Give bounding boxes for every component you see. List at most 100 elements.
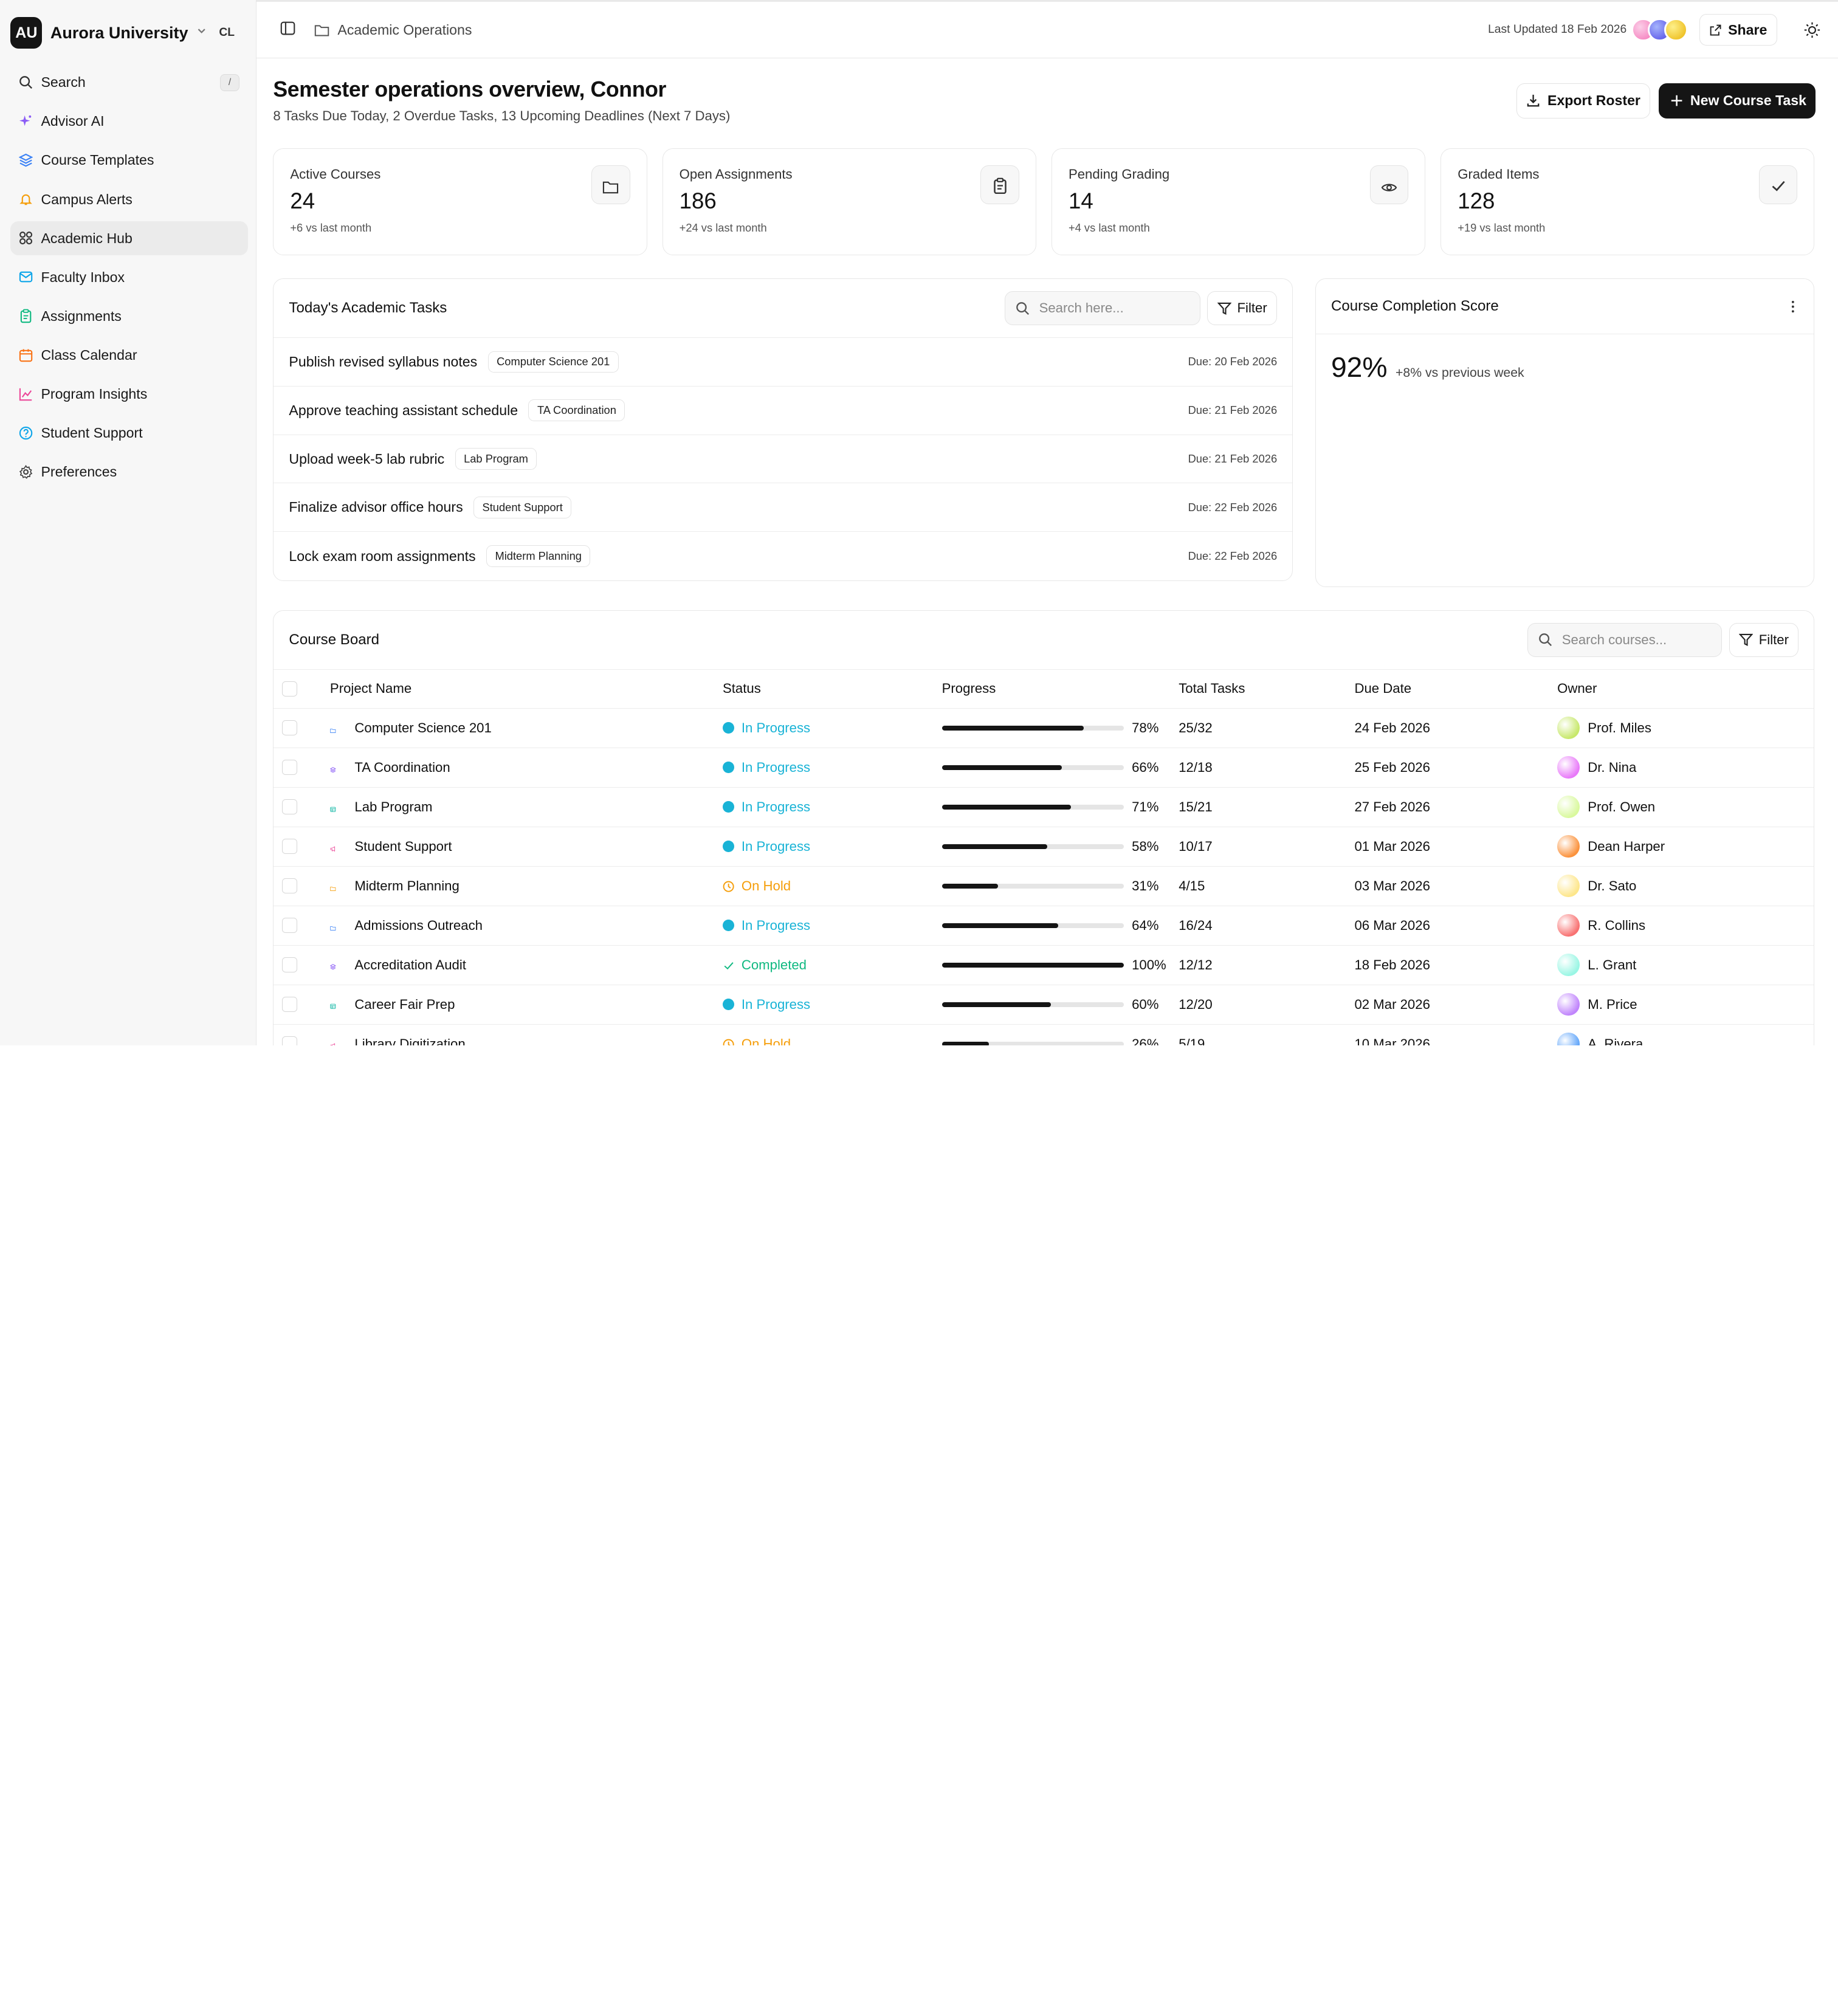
col-status[interactable]: Status [723, 669, 942, 709]
more-options-icon[interactable] [1787, 300, 1798, 314]
org-switcher[interactable]: AU Aurora University CL [10, 16, 248, 49]
collaborator-avatars[interactable] [1631, 18, 1688, 42]
task-list: Publish revised syllabus notes Computer S… [274, 338, 1293, 580]
row-checkbox[interactable] [281, 997, 297, 1013]
project-name[interactable]: Admissions Outreach [330, 918, 723, 934]
row-checkbox[interactable] [281, 918, 297, 934]
sidebar-item-class-calendar[interactable]: Class Calendar [10, 338, 248, 372]
project-name[interactable]: Career Fair Prep [330, 997, 723, 1013]
owner[interactable]: Dean Harper [1557, 835, 1814, 858]
sidebar-item-label: Search [41, 74, 86, 91]
project-name[interactable]: Library Digitization [330, 1036, 723, 1046]
col-progress[interactable]: Progress [941, 669, 1179, 709]
header-actions: Export Roster New Course Task [1516, 83, 1816, 119]
progress: 71% [941, 799, 1179, 815]
table-row[interactable]: Accreditation Audit Completed 100% 12/12 18 … [274, 945, 1814, 985]
task-row[interactable]: Upload week-5 lab rubric Lab Program Due: … [274, 435, 1293, 484]
project-name[interactable]: Accreditation Audit [329, 957, 723, 973]
new-course-task-button[interactable]: New Course Task [1658, 83, 1816, 119]
select-all-checkbox[interactable] [281, 681, 297, 697]
sidebar-toggle-icon[interactable] [280, 19, 295, 41]
theme-toggle-sun-icon[interactable] [1803, 21, 1822, 40]
task-tag[interactable]: Midterm Planning [486, 545, 591, 567]
task-tag[interactable]: Student Support [473, 497, 572, 518]
owner[interactable]: A. Rivera [1557, 1033, 1814, 1046]
org-logo: AU [10, 16, 43, 49]
task-row[interactable]: Finalize advisor office hours Student Sup… [274, 483, 1293, 532]
row-checkbox[interactable] [281, 799, 297, 815]
clipboard-icon [980, 165, 1019, 205]
tasks-filter-button[interactable]: Filter [1207, 291, 1278, 326]
sidebar-item-campus-alerts[interactable]: Campus Alerts [10, 182, 248, 216]
table-row[interactable]: TA Coordination In Progress 66% 12/18 25 Feb… [274, 748, 1814, 788]
row-checkbox[interactable] [281, 720, 297, 736]
board-filter-button[interactable]: Filter [1729, 623, 1799, 657]
user-avatar[interactable]: CL [219, 26, 235, 39]
col-total-tasks[interactable]: Total Tasks [1179, 669, 1355, 709]
project-name[interactable]: Lab Program [330, 799, 723, 815]
col-project-name[interactable]: Project Name [329, 669, 723, 709]
status-cell: In Progress [723, 748, 942, 788]
calendar-icon [19, 348, 33, 362]
table-row[interactable]: Lab Program In Progress 71% 15/21 27 Feb 202… [274, 787, 1814, 827]
row-checkbox[interactable] [281, 839, 297, 855]
project-name[interactable]: Student Support [330, 839, 723, 855]
col-owner[interactable]: Owner [1557, 669, 1814, 709]
owner[interactable]: L. Grant [1557, 954, 1814, 977]
task-row[interactable]: Lock exam room assignments Midterm Planni… [274, 532, 1292, 580]
megaphone-icon [330, 839, 345, 853]
tasks-search-input[interactable]: Search here... [1004, 291, 1200, 326]
sidebar-item-preferences[interactable]: Preferences [10, 455, 248, 489]
table-row[interactable]: Midterm Planning On Hold 31% 4/15 03 Mar 202… [274, 866, 1814, 906]
owner[interactable]: Dr. Nina [1557, 756, 1814, 779]
row-checkbox[interactable] [281, 878, 297, 894]
sidebar-item-label: Campus Alerts [41, 191, 133, 207]
row-checkbox[interactable] [281, 760, 297, 776]
row-select-cell [274, 985, 330, 1025]
progress-label: 31% [1132, 878, 1159, 893]
sidebar-item-search[interactable]: Search / [10, 66, 248, 100]
sidebar-item-label: Advisor AI [41, 113, 105, 129]
sidebar-item-label: Preferences [41, 463, 117, 480]
export-roster-button[interactable]: Export Roster [1516, 83, 1651, 119]
sidebar-item-student-support[interactable]: Student Support [10, 416, 248, 450]
table-row[interactable]: Library Digitization On Hold 26% 5/19 10 Mar… [274, 1024, 1814, 1046]
sidebar-item-assignments[interactable]: Assignments [10, 299, 248, 333]
sidebar-item-advisor-ai[interactable]: Advisor AI [10, 105, 248, 139]
owner[interactable]: Prof. Owen [1557, 796, 1814, 819]
breadcrumb[interactable]: Academic Operations [314, 22, 472, 38]
table-row[interactable]: Student Support In Progress 58% 10/17 01 Mar… [274, 827, 1814, 867]
task-tag[interactable]: TA Coordination [528, 399, 625, 421]
owner[interactable]: Prof. Miles [1557, 717, 1814, 740]
share-button[interactable]: Share [1699, 14, 1777, 46]
courses-search-input[interactable]: Search courses... [1527, 623, 1722, 657]
table-row[interactable]: Career Fair Prep In Progress 60% 12/20 02 Ma… [274, 985, 1814, 1025]
row-checkbox[interactable] [281, 1036, 297, 1046]
owner[interactable]: M. Price [1557, 993, 1814, 1016]
task-row[interactable]: Approve teaching assistant schedule TA Co… [274, 387, 1293, 435]
project-name[interactable]: Computer Science 201 [330, 720, 723, 736]
task-tag[interactable]: Lab Program [455, 448, 537, 470]
chevron-down-icon[interactable] [196, 26, 207, 40]
task-tag[interactable]: Computer Science 201 [487, 351, 619, 373]
progress: 26% [941, 1036, 1179, 1046]
select-all-cell [274, 669, 330, 709]
owner[interactable]: Dr. Sato [1557, 875, 1814, 898]
project-name[interactable]: Midterm Planning [330, 878, 723, 894]
sidebar-item-course-templates[interactable]: Course Templates [10, 143, 248, 177]
project-name[interactable]: TA Coordination [329, 760, 723, 776]
progress-label: 60% [1132, 996, 1159, 1012]
owner[interactable]: R. Collins [1557, 914, 1814, 937]
task-row[interactable]: Publish revised syllabus notes Computer S… [274, 338, 1293, 387]
progress-cell: 78% [941, 708, 1179, 748]
progress-bar [941, 1041, 1124, 1046]
table-row[interactable]: Computer Science 201 In Progress 78% 25/32 2… [274, 708, 1814, 748]
table-row[interactable]: Admissions Outreach In Progress 64% 16/24 06… [274, 906, 1814, 946]
sidebar-item-academic-hub[interactable]: Academic Hub [10, 221, 248, 255]
col-due-date[interactable]: Due Date [1354, 669, 1558, 709]
row-checkbox[interactable] [281, 957, 297, 973]
sidebar-item-program-insights[interactable]: Program Insights [10, 377, 248, 411]
status-cell: In Progress [723, 787, 942, 827]
sidebar-item-faculty-inbox[interactable]: Faculty Inbox [10, 260, 248, 294]
main-content: Academic Operations Last Updated 18 Feb … [256, 0, 1838, 1046]
